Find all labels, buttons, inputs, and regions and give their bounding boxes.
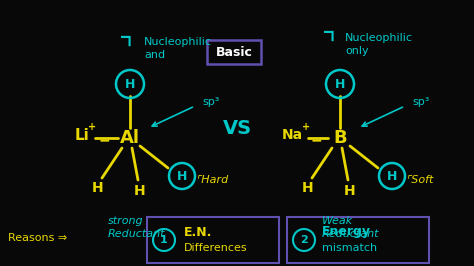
Text: H: H — [92, 181, 104, 195]
Text: Al: Al — [120, 129, 140, 147]
Text: B: B — [333, 129, 347, 147]
Text: Reductant: Reductant — [108, 229, 165, 239]
Text: H: H — [387, 169, 397, 182]
Text: ⌜Hard: ⌜Hard — [196, 175, 228, 185]
Text: 2: 2 — [300, 235, 308, 245]
Text: only: only — [345, 46, 369, 56]
Text: sp³: sp³ — [412, 97, 429, 107]
Text: Energy: Energy — [322, 226, 371, 239]
Text: H: H — [134, 184, 146, 198]
Text: Weak: Weak — [322, 216, 353, 226]
Text: VS: VS — [222, 118, 252, 138]
Text: ⌝: ⌝ — [118, 35, 132, 64]
Text: Na: Na — [282, 128, 302, 142]
Text: strong: strong — [108, 216, 144, 226]
Text: Reductant: Reductant — [322, 229, 380, 239]
Text: H: H — [344, 184, 356, 198]
Text: Nucleophilic: Nucleophilic — [345, 33, 413, 43]
Text: and: and — [144, 50, 165, 60]
Text: H: H — [302, 181, 314, 195]
Text: ⌝: ⌝ — [321, 31, 335, 60]
Text: sp³: sp³ — [202, 97, 219, 107]
Text: Li: Li — [74, 127, 90, 143]
Text: 1: 1 — [160, 235, 168, 245]
Text: Basic: Basic — [216, 45, 253, 59]
Text: −: − — [310, 133, 322, 147]
Text: Reasons ⇒: Reasons ⇒ — [8, 233, 67, 243]
Text: mismatch: mismatch — [322, 243, 377, 253]
Text: H: H — [335, 77, 345, 90]
Text: Differences: Differences — [184, 243, 247, 253]
Text: −: − — [98, 133, 110, 147]
Text: +: + — [88, 122, 96, 132]
Text: Nucleophilic: Nucleophilic — [144, 37, 212, 47]
Text: E.N.: E.N. — [184, 226, 212, 239]
Text: H: H — [125, 77, 135, 90]
Text: H: H — [177, 169, 187, 182]
Text: +: + — [302, 122, 310, 132]
Text: ⌜Soft: ⌜Soft — [406, 175, 433, 185]
